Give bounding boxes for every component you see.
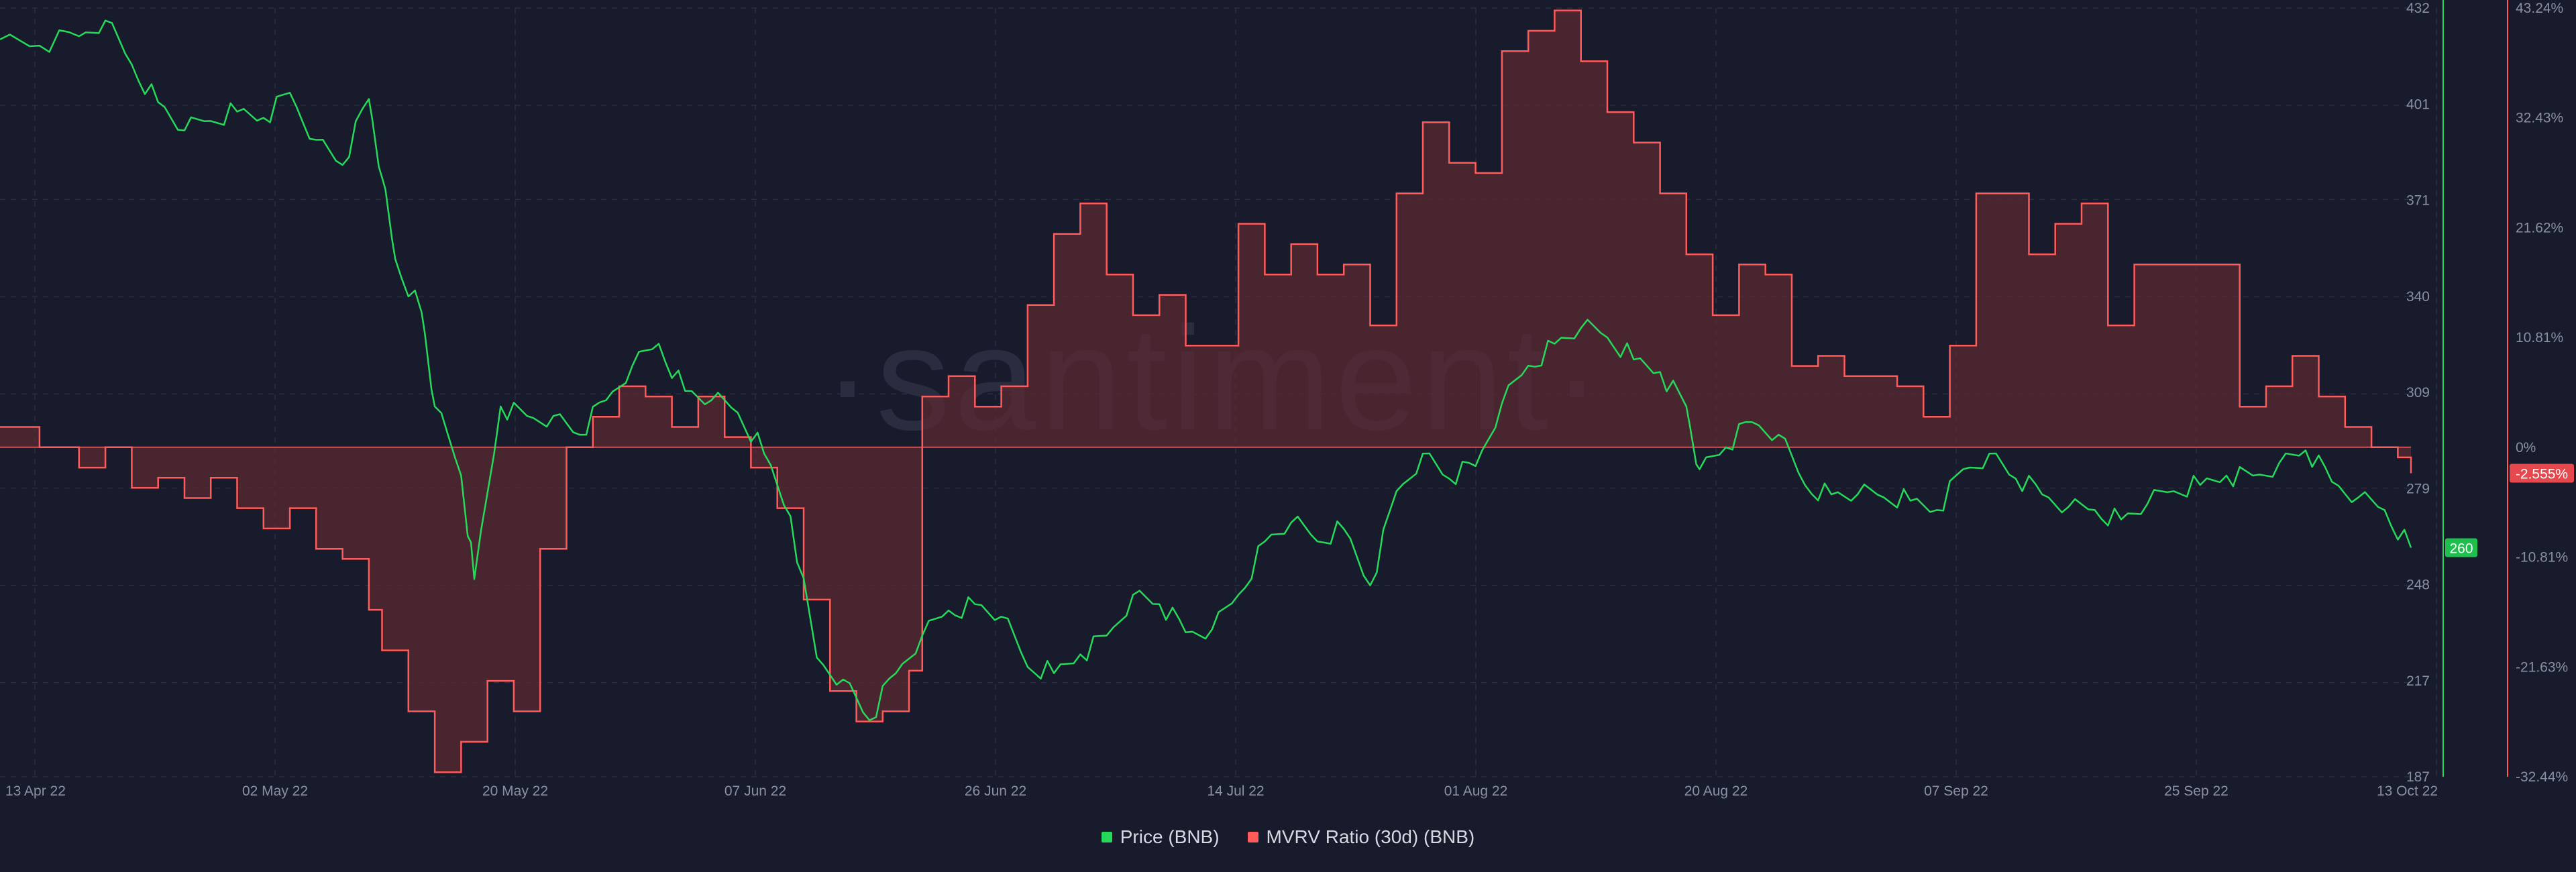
price-current-badge: [2445, 538, 2477, 557]
x-tick-label: 02 May 22: [242, 783, 308, 799]
grid: [0, 7, 2437, 777]
x-tick-label: 14 Jul 22: [1207, 783, 1264, 799]
price-swatch: [1101, 832, 1112, 842]
mvrv-line: [0, 9, 2412, 773]
price-current-value: 260: [2449, 541, 2473, 557]
axes: [2443, 0, 2508, 777]
tick-labels: 432 401 371 340 309 279 248 217 187 43.24% 32.43% 2…: [5, 1, 2568, 799]
price-tick-label: 279: [2406, 481, 2430, 496]
x-tick-label: 13 Oct 22: [2377, 783, 2438, 799]
mvrv-tick-label: 10.81%: [2516, 330, 2563, 345]
mvrv-tick-label: -21.63%: [2516, 659, 2568, 675]
legend-item-price[interactable]: Price (BNB): [1101, 826, 1220, 848]
mvrv-tick-label: 0%: [2516, 440, 2536, 455]
mvrv-swatch: [1247, 832, 1258, 842]
mvrv-current-badge: [2510, 464, 2574, 483]
price-tick-label: 371: [2406, 193, 2430, 209]
legend-item-mvrv[interactable]: MVRV Ratio (30d) (BNB): [1247, 826, 1475, 848]
x-tick-label: 25 Sep 22: [2164, 783, 2229, 799]
x-tick-label: 01 Aug 22: [1444, 783, 1508, 799]
mvrv-current-value: -2.555%: [2516, 466, 2568, 482]
price-tick-label: 309: [2406, 385, 2430, 400]
x-tick-label: 26 Jun 22: [965, 783, 1026, 799]
price-tick-label: 187: [2406, 769, 2430, 785]
mvrv-tick-label: -32.44%: [2516, 769, 2568, 785]
series-lines: [0, 9, 2412, 773]
mvrv-tick-label: -10.81%: [2516, 550, 2568, 565]
price-tick-label: 340: [2406, 289, 2430, 305]
price-tick-label: 401: [2406, 97, 2430, 112]
value-badges: 260 -2.555%: [2445, 464, 2574, 557]
mvrv-tick-label: 43.24%: [2516, 1, 2563, 16]
x-tick-label: 07 Sep 22: [1924, 783, 1988, 799]
mvrv-tick-label: 32.43%: [2516, 111, 2563, 126]
price-tick-label: 217: [2406, 673, 2430, 689]
legend: Price (BNB) MVRV Ratio (30d) (BNB): [0, 826, 2576, 848]
price-line: [0, 19, 2412, 722]
x-tick-label: 20 May 22: [482, 783, 548, 799]
x-tick-label: 13 Apr 22: [5, 783, 66, 799]
price-tick-label: 432: [2406, 1, 2430, 16]
x-tick-label: 20 Aug 22: [1684, 783, 1748, 799]
x-tick-label: 07 Jun 22: [724, 783, 786, 799]
mvrv-area: [0, 10, 2411, 773]
mvrv-area-group: [0, 10, 2411, 773]
mvrv-tick-label: 21.62%: [2516, 220, 2563, 235]
legend-price-label: Price (BNB): [1120, 826, 1220, 847]
legend-mvrv-label: MVRV Ratio (30d) (BNB): [1266, 826, 1475, 847]
price-tick-label: 248: [2406, 578, 2430, 593]
